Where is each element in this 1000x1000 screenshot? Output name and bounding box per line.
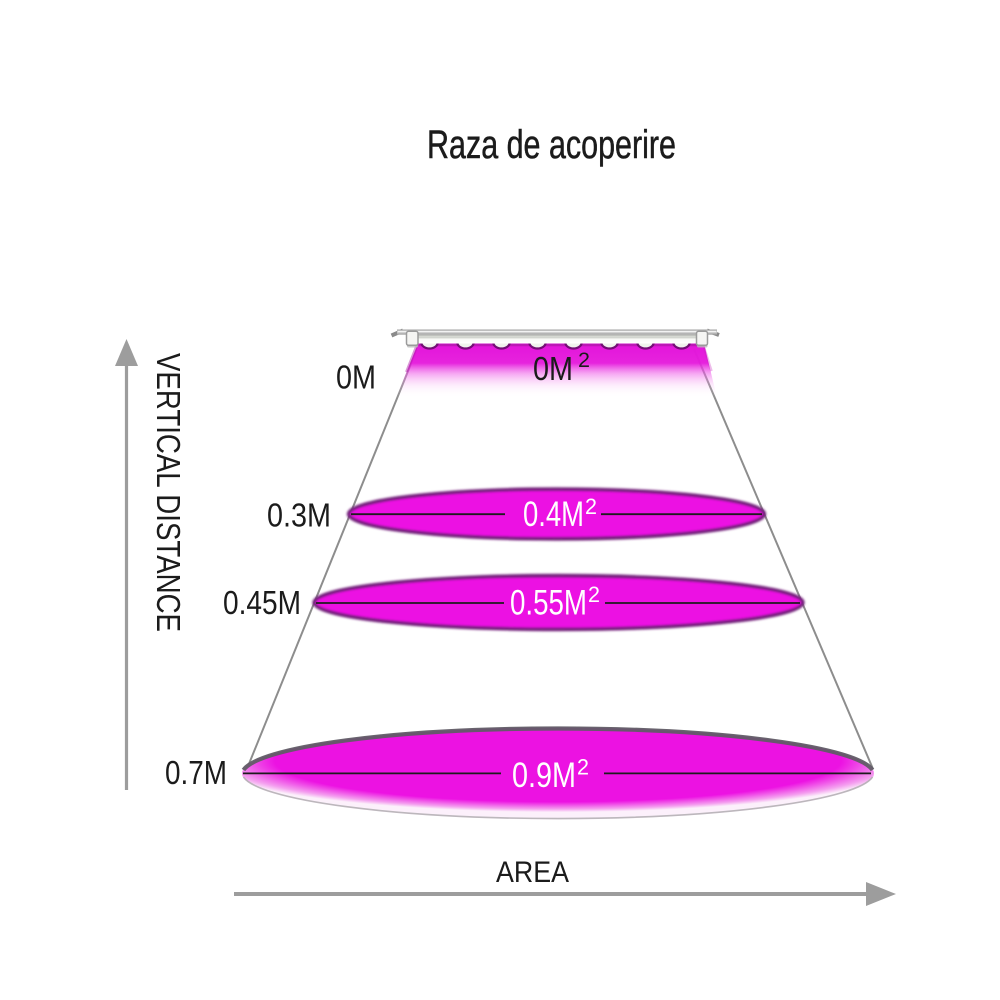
svg-text:2: 2	[577, 755, 589, 780]
svg-text:VERTICAL DISTANCE: VERTICAL DISTANCE	[150, 353, 187, 632]
svg-text:2: 2	[588, 582, 600, 607]
svg-text:0M: 0M	[336, 359, 376, 396]
svg-text:0.3M: 0.3M	[267, 497, 331, 534]
svg-text:0.45M: 0.45M	[223, 584, 301, 621]
svg-text:AREA: AREA	[496, 856, 569, 889]
svg-text:0.55M: 0.55M	[510, 584, 587, 623]
svg-text:0M: 0M	[533, 350, 573, 387]
svg-text:2: 2	[578, 349, 590, 372]
svg-text:2: 2	[585, 494, 597, 519]
svg-text:0.9M: 0.9M	[512, 756, 576, 795]
svg-text:0.7M: 0.7M	[165, 754, 227, 791]
svg-text:Raza de acoperire: Raza de acoperire	[427, 123, 676, 167]
svg-text:0.4M: 0.4M	[523, 495, 584, 534]
